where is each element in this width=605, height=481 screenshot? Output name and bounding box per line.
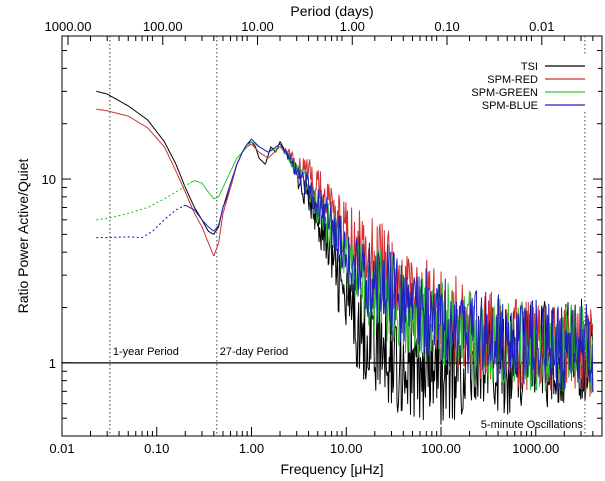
series-layer [96, 90, 594, 425]
series-line-dashed [96, 205, 184, 239]
x-axis-title: Frequency [μHz] [281, 461, 384, 477]
marker-label: 1-year Period [113, 346, 179, 358]
top-tick-label: 1000.00 [45, 19, 92, 34]
x-tick-label: 100.00 [421, 441, 461, 456]
legend-label: SPM-BLUE [482, 100, 538, 112]
y-tick-label: 10 [42, 172, 56, 187]
marker-label: 5-minute Oscillations [481, 419, 584, 431]
top-tick-label: 0.01 [529, 19, 554, 34]
legend-label: TSI [521, 61, 538, 73]
top-axis-title: Period (days) [290, 3, 373, 19]
x-tick-label: 0.10 [144, 441, 169, 456]
y-axis-title: Ratio Power Active/Quiet [15, 158, 31, 313]
x-tick-label: 10.00 [330, 441, 363, 456]
series-line [183, 138, 594, 392]
top-tick-label: 1.00 [340, 19, 365, 34]
legend-label: SPM-GREEN [471, 87, 538, 99]
x-tick-label: 1000.00 [512, 441, 559, 456]
legend-background [450, 55, 598, 111]
top-tick-label: 100.00 [143, 19, 183, 34]
marker-label: 27-day Period [220, 346, 289, 358]
top-tick-label: 0.10 [434, 19, 459, 34]
x-tick-label: 0.01 [49, 441, 74, 456]
series-line [96, 90, 594, 425]
y-tick-label: 1 [49, 356, 56, 371]
legend-label: SPM-RED [487, 74, 538, 86]
x-tick-label: 1.00 [239, 441, 264, 456]
top-tick-label: 10.00 [241, 19, 274, 34]
